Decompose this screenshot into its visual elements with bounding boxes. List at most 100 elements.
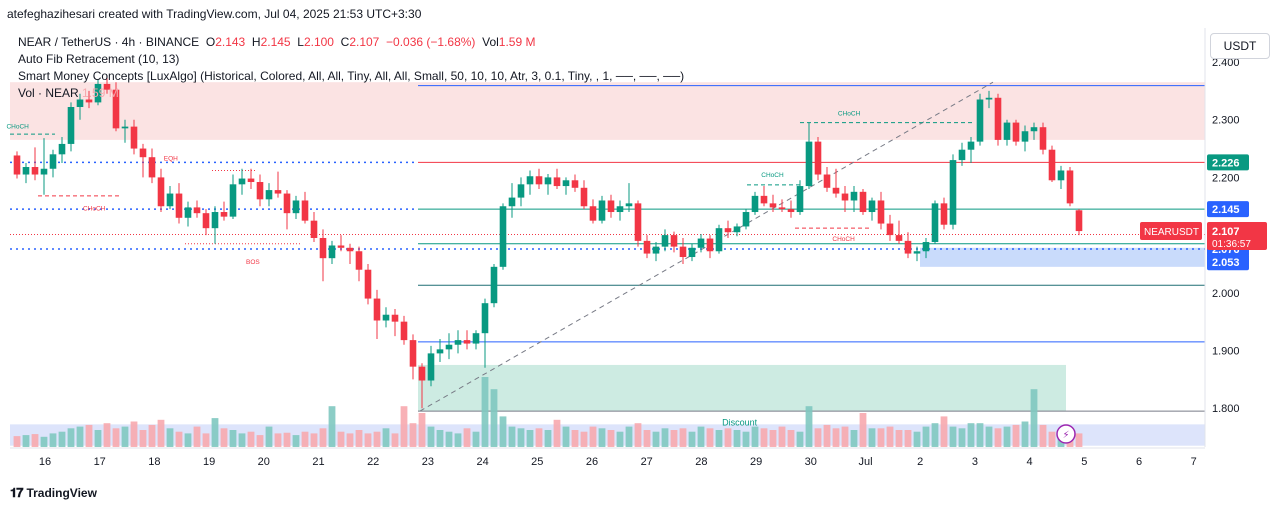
candle (148, 148, 156, 184)
candle (193, 200, 201, 218)
price-chart[interactable]: CHoCH EQH CHoCH BOS CHoCH CHoCH CHoCH Discount ⚡… (0, 28, 1281, 480)
tradingview-logo[interactable]: 𝟏𝟕 TradingView (10, 485, 97, 500)
time-tick-label: 29 (750, 456, 762, 468)
indicator-volume-label[interactable]: Vol · NEAR 1.59 M (18, 86, 119, 100)
candle-body (256, 182, 264, 200)
volume-bar (751, 426, 759, 447)
candle-body (148, 157, 156, 178)
candle-body (580, 187, 588, 207)
volume-bar (688, 431, 696, 447)
candle-body (715, 228, 723, 252)
volume-bar (229, 430, 237, 447)
volume-bar (913, 431, 921, 447)
volume-bar (553, 419, 561, 447)
candle-body (328, 245, 336, 259)
volume-bar (166, 428, 174, 447)
candle (643, 235, 651, 259)
candle (544, 173, 552, 195)
candle (184, 201, 192, 227)
candle (445, 333, 453, 360)
time-tick-label: 26 (586, 456, 598, 468)
candle (427, 345, 435, 387)
annotation-label: Discount (722, 418, 758, 428)
candle (166, 186, 174, 210)
candle-body (1012, 122, 1020, 142)
candle-body (823, 174, 831, 188)
candle (508, 183, 516, 218)
legend-open: 2.143 (215, 35, 246, 49)
candle (994, 93, 1002, 146)
candle (292, 195, 300, 219)
volume-bar (184, 433, 192, 447)
volume-bar (1012, 424, 1020, 447)
volume-bar (850, 430, 858, 447)
volume-bar (787, 430, 795, 447)
candle (1048, 145, 1056, 183)
chart-caption: atefeghazihesari created with TradingVie… (7, 7, 422, 21)
candle (256, 174, 264, 207)
currency-button[interactable]: USDT (1210, 33, 1270, 59)
candle (940, 197, 948, 230)
candle (472, 330, 480, 350)
indicator-fib-label[interactable]: Auto Fib Retracement (10, 13) (18, 52, 180, 66)
price-marker-box (1207, 254, 1249, 271)
candle (562, 177, 570, 195)
flash-glyph: ⚡ (1062, 430, 1069, 441)
volume-bar (589, 426, 597, 447)
candle-body (967, 141, 975, 150)
volume-bar (328, 406, 336, 447)
candle-body (418, 366, 426, 381)
candle (598, 195, 606, 224)
volume-bar (337, 431, 345, 447)
time-tick-label: 4 (1027, 456, 1033, 468)
volume-bar (130, 421, 138, 447)
legend-low: 2.100 (303, 35, 334, 49)
volume-bar (310, 433, 318, 447)
candle (1021, 125, 1029, 152)
candle (697, 233, 705, 253)
candle-body (211, 212, 219, 229)
candle-body (634, 203, 642, 241)
time-tick-label: 17 (94, 456, 106, 468)
candle-body (940, 203, 948, 225)
candle (373, 289, 381, 339)
candle-body (994, 97, 1002, 140)
volume-bar (1003, 426, 1011, 447)
candle-body (490, 266, 498, 304)
annotation-label: CHoCH (761, 172, 784, 179)
volume-bar (868, 428, 876, 447)
volume-bar (472, 431, 480, 447)
volume-bar (706, 428, 714, 447)
candle-body (904, 240, 912, 254)
volume-bar (220, 428, 228, 447)
volume-bar (13, 436, 21, 447)
candle-body (742, 212, 750, 227)
candle (958, 142, 966, 166)
candle-body (346, 247, 354, 252)
candle-body (130, 126, 138, 149)
volume-bar (769, 430, 777, 447)
time-tick-label: 6 (1136, 456, 1142, 468)
volume-bar (1039, 424, 1047, 447)
candle-body (400, 321, 408, 341)
price-marker-label: 2.226 (1212, 157, 1240, 169)
candle (301, 191, 309, 224)
candle-body (679, 246, 687, 258)
candle-body (1075, 210, 1083, 232)
candle-body (976, 99, 984, 142)
candle (850, 186, 858, 213)
candle-body (391, 314, 399, 322)
candle (814, 137, 822, 181)
candle-body (571, 180, 579, 188)
candle-body (355, 251, 363, 270)
candle (976, 93, 984, 146)
candle-body (1030, 127, 1038, 132)
volume-bar (67, 428, 75, 447)
volume-bar (292, 435, 300, 447)
candle (679, 237, 687, 264)
candle-body (814, 141, 822, 175)
indicator-smc-label[interactable]: Smart Money Concepts [LuxAlgo] (Historic… (18, 69, 685, 83)
candle (391, 308, 399, 337)
candle-body (643, 240, 651, 254)
volume-bar (517, 428, 525, 447)
